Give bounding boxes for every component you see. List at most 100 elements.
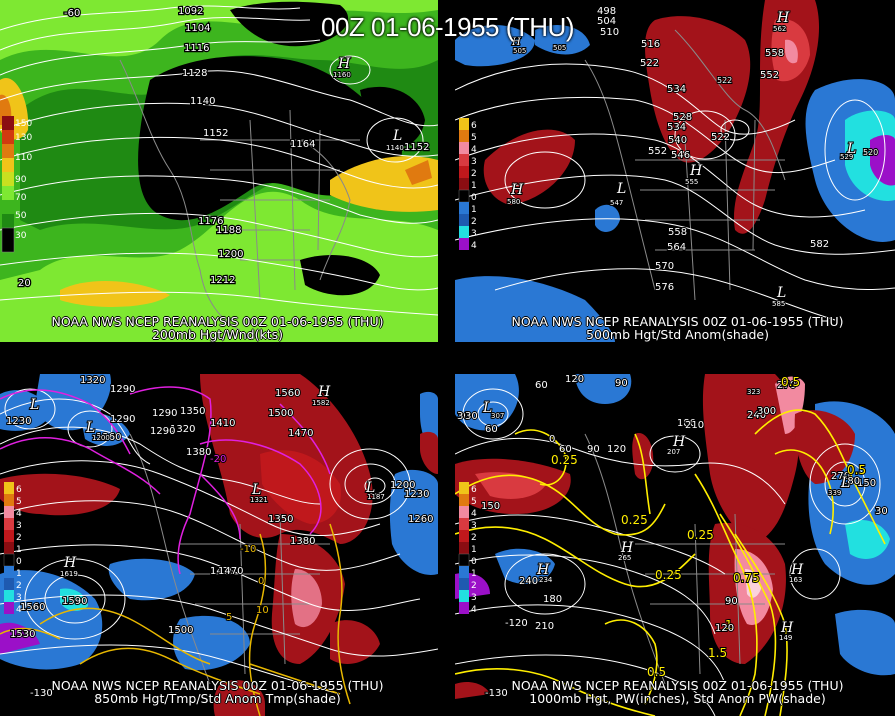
- contour-label: 120: [715, 623, 734, 634]
- map-1000mb-pw: 120 60 90 30 60 180 210 240 270 150 0 60…: [455, 374, 895, 716]
- contour-label: 1470: [218, 566, 243, 577]
- marker-value: 505: [513, 47, 526, 55]
- high-marker: H: [780, 620, 794, 636]
- contour-label: 1560: [20, 602, 45, 613]
- legend-label: 4: [471, 509, 477, 519]
- pw-label: 0.25: [551, 453, 578, 467]
- contour-label: 1176: [198, 216, 223, 227]
- marker-value: 585: [772, 300, 785, 308]
- map-200mb-wind: 1092 1104 1116 1128 1140 1152 1164 1176 …: [0, 0, 438, 342]
- contour-label: 1188: [216, 225, 241, 236]
- panel-850mb: 1320 1290 1230 1260 1290 1320 1350 1380 …: [0, 374, 438, 716]
- legend-label: 3: [16, 521, 22, 531]
- marker-value: 323: [747, 388, 760, 396]
- marker-value: 580: [507, 198, 520, 206]
- pw-label: 0.75: [733, 571, 760, 585]
- contour-label: 90: [615, 378, 628, 389]
- legend-label: 3: [471, 229, 477, 239]
- contour-label: 1350: [180, 406, 205, 417]
- contour-label: 552: [648, 146, 667, 157]
- caption-source: NOAA NWS NCEP REANALYSIS 00Z 01-06-1955 …: [511, 314, 844, 329]
- pw-label: 1: [725, 618, 733, 632]
- legend-label: 4: [471, 145, 477, 155]
- high-marker: H: [689, 163, 703, 179]
- legend-label: 2: [471, 217, 477, 227]
- contour-label: 1152: [404, 142, 429, 153]
- contour-label: 520: [863, 148, 878, 157]
- high-marker: H: [790, 562, 804, 578]
- contour-label: 1350: [268, 514, 293, 525]
- contour-label: 1470: [288, 428, 313, 439]
- legend-label: 1: [16, 545, 22, 555]
- legend-label: 3: [16, 593, 22, 603]
- contour-label: 1290: [110, 414, 135, 425]
- contour-label: 1500: [268, 408, 293, 419]
- legend-label: 2: [471, 169, 477, 179]
- contour-label: 270: [831, 471, 850, 482]
- contour-label: 270: [777, 380, 796, 391]
- map-500mb-anomaly: 498 504 510 516 522 528 534 540 546 552 …: [455, 0, 895, 342]
- panel-1000mb: 120 60 90 30 60 180 210 240 270 150 0 60…: [455, 374, 895, 716]
- contour-label: 1260: [96, 432, 121, 443]
- contour-label: 534: [667, 122, 686, 133]
- contour-label: 516: [641, 39, 660, 50]
- caption-field: 500mb Hgt/Std Anom(shade): [586, 327, 769, 342]
- contour-label: 546: [671, 150, 690, 161]
- caption-field: 200mb Hgt/Wnd(kts): [151, 327, 283, 342]
- contour-label: 1380: [290, 536, 315, 547]
- contour-label: 504: [597, 16, 616, 27]
- contour-label: 30: [875, 506, 888, 517]
- contour-label: 150: [857, 478, 876, 489]
- legend-label: 110: [15, 153, 32, 163]
- contour-label: 1260: [408, 514, 433, 525]
- legend-label: 1: [471, 205, 477, 215]
- caption-1000mb: NOAA NWS NCEP REANALYSIS 00Z 01-06-1955 …: [454, 679, 895, 705]
- contour-label: 90: [587, 444, 600, 455]
- caption-850mb: NOAA NWS NCEP REANALYSIS 00Z 01-06-1955 …: [0, 679, 441, 705]
- contour-label: 210: [685, 420, 704, 431]
- legend-label: 5: [471, 133, 477, 143]
- temp-label: 5: [226, 612, 232, 623]
- contour-label: 1212: [210, 275, 235, 286]
- caption-source: NOAA NWS NCEP REANALYSIS 00Z 01-06-1955 …: [511, 678, 844, 693]
- contour-label: 60: [535, 380, 548, 391]
- pw-label: 0.5: [781, 375, 800, 389]
- contour-label: 528: [673, 112, 692, 123]
- marker-value: 207: [667, 448, 680, 456]
- legend-label: 3: [471, 521, 477, 531]
- contour-label: 30: [465, 411, 478, 422]
- high-marker: H: [672, 434, 686, 450]
- contour-label: 1116: [184, 43, 209, 54]
- caption-200mb: NOAA NWS NCEP REANALYSIS 00Z 01-06-1955 …: [0, 315, 441, 341]
- marker-value: 1619: [60, 570, 78, 578]
- low-marker: L: [482, 400, 492, 416]
- contour-label: 1410: [210, 418, 235, 429]
- contour-label: 522: [717, 76, 732, 85]
- page-title: 00Z 01-06-1955 (THU): [321, 12, 575, 42]
- legend-label: 3: [471, 593, 477, 603]
- pw-label: 0.25: [655, 568, 682, 582]
- legend-label: 2: [471, 533, 477, 543]
- panel-200mb: 1092 1104 1116 1128 1140 1152 1164 1176 …: [0, 0, 438, 342]
- contour-label: 1320: [80, 375, 105, 386]
- legend-label: 6: [471, 485, 477, 495]
- legend-label: 70: [15, 193, 27, 203]
- temp-label: 0: [258, 576, 264, 587]
- legend-label: 4: [16, 605, 22, 615]
- contour-label: 240: [747, 410, 766, 421]
- contour-label: 1200: [218, 249, 243, 260]
- marker-value: 547: [610, 199, 623, 207]
- legend-label: 90: [15, 175, 27, 185]
- contour-label: 570: [655, 261, 674, 272]
- marker-value: 265: [618, 554, 631, 562]
- contour-label: 582: [810, 239, 829, 250]
- temp-label: 10: [256, 605, 269, 616]
- temp-label: -20: [210, 454, 226, 465]
- contour-label: 1590: [62, 596, 87, 607]
- high-marker: H: [337, 56, 351, 72]
- contour-label: 498: [597, 6, 616, 17]
- contour-label: 1092: [178, 6, 203, 17]
- temp-anomaly-legend: 6 5 4 3 2 1 0 1 2 3 4: [3, 482, 22, 615]
- axis-label: -130: [485, 688, 508, 699]
- contour-label: 1530: [10, 629, 35, 640]
